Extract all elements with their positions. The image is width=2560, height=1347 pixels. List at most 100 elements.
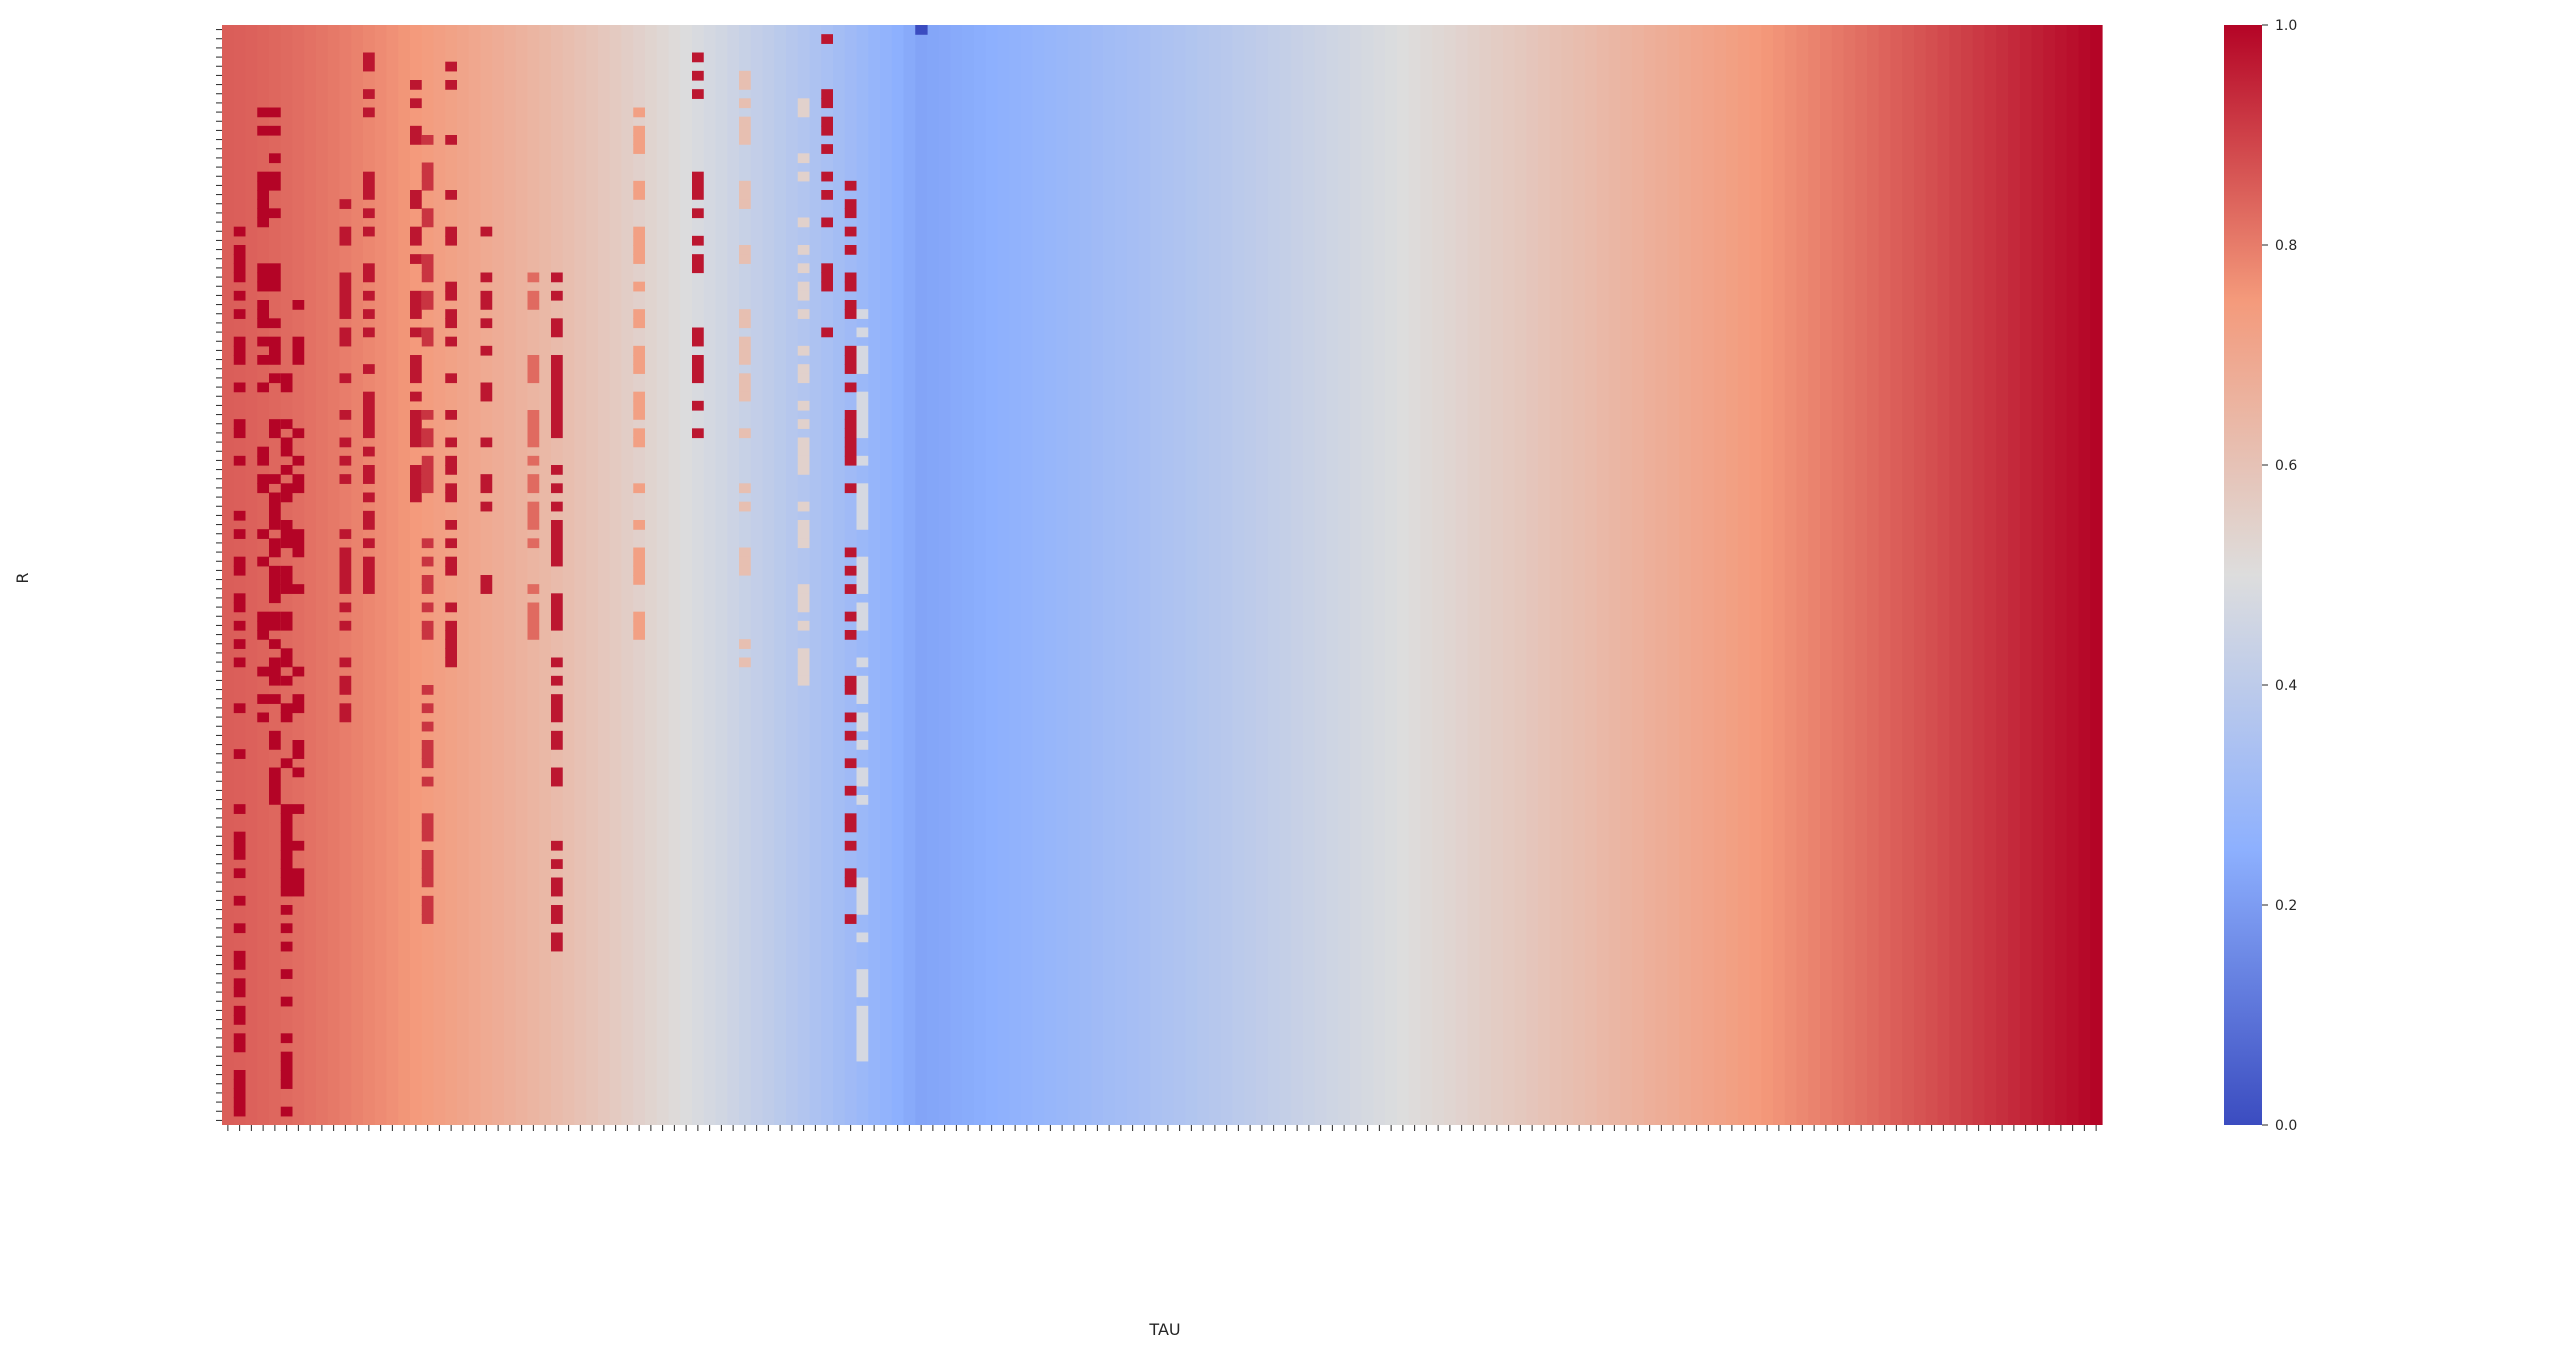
heatmap-cell: [363, 52, 376, 63]
heatmap-cell: [410, 235, 423, 246]
heatmap-cell: [856, 932, 869, 943]
heatmap-cell: [280, 1033, 294, 1044]
heatmap-cell: [280, 1051, 294, 1062]
heatmap-column: [1467, 25, 1480, 1125]
heatmap-cell: [633, 611, 646, 622]
heatmap-column: [1573, 25, 1586, 1125]
heatmap-column: [1056, 25, 1069, 1125]
heatmap-cell: [856, 410, 869, 420]
heatmap-cell: [280, 804, 294, 814]
heatmap-cell: [269, 336, 282, 347]
heatmap-column: [492, 25, 505, 1125]
y-axis-label: R: [13, 572, 32, 583]
heatmap-cell: [257, 382, 270, 393]
heatmap-cell: [339, 410, 352, 420]
heatmap-cell: [551, 620, 564, 631]
heatmap-cell: [233, 1015, 247, 1025]
heatmap-column: [1784, 25, 1798, 1125]
heatmap-cell: [551, 501, 564, 512]
heatmap-cell: [269, 281, 282, 292]
heatmap-cell: [633, 630, 646, 640]
heatmap-cell: [363, 510, 376, 521]
heatmap-cell: [739, 116, 752, 127]
heatmap-column: [1643, 25, 1657, 1125]
heatmap-cell: [339, 199, 352, 209]
heatmap-column: [504, 25, 517, 1125]
heatmap-column: [1032, 25, 1046, 1125]
colorbar-tick-label: 0.2: [2275, 898, 2297, 914]
heatmap-cell: [692, 208, 705, 219]
heatmap-cell: [844, 630, 858, 640]
heatmap-column: [2008, 25, 2021, 1125]
heatmap-cell: [269, 419, 282, 429]
heatmap-cell: [292, 840, 305, 851]
heatmap-cell: [527, 364, 540, 374]
heatmap-column: [1808, 25, 1821, 1125]
heatmap-cell: [739, 199, 752, 209]
heatmap-cell: [480, 584, 493, 594]
heatmap-cell: [856, 721, 869, 732]
heatmap-cell: [797, 171, 811, 182]
heatmap-cell: [280, 923, 294, 934]
heatmap-column: [1115, 25, 1128, 1125]
heatmap-cell: [551, 611, 564, 622]
heatmap-cell: [280, 611, 294, 622]
heatmap-cell: [257, 208, 270, 219]
heatmap-cell: [269, 153, 282, 164]
heatmap-column: [1737, 25, 1751, 1125]
heatmap-cell: [856, 364, 869, 374]
heatmap-cell: [856, 886, 869, 897]
heatmap-cell: [844, 840, 858, 851]
heatmap-cell: [233, 978, 247, 989]
heatmap-cell: [269, 584, 282, 594]
heatmap-cell: [856, 1051, 869, 1062]
heatmap-cell: [410, 327, 423, 338]
heatmap-cell: [844, 675, 858, 686]
heatmap-cell: [339, 437, 352, 448]
heatmap-cell: [280, 703, 294, 714]
heatmap-cell: [633, 226, 646, 237]
heatmap-cell: [339, 455, 352, 466]
heatmap-cell: [856, 1033, 869, 1044]
heatmap-column: [1232, 25, 1245, 1125]
heatmap-column: [1338, 25, 1351, 1125]
heatmap-cell: [233, 428, 247, 439]
heatmap-cell: [233, 382, 247, 393]
heatmap-column: [985, 25, 999, 1125]
heatmap-cell: [445, 226, 458, 237]
heatmap-cell: [280, 419, 294, 429]
colorbar-tick-label: 0.6: [2275, 458, 2297, 474]
heatmap-cell: [633, 428, 646, 439]
heatmap-column: [1291, 25, 1304, 1125]
heatmap-cell: [280, 996, 294, 1007]
heatmap-cell: [233, 254, 247, 264]
heatmap-cell: [527, 520, 540, 530]
heatmap-cell: [292, 804, 305, 814]
heatmap-cell: [739, 547, 752, 558]
heatmap-cell: [527, 474, 540, 484]
heatmap-cell: [856, 611, 869, 622]
heatmap-column: [938, 25, 952, 1125]
heatmap-cell: [363, 446, 376, 457]
heatmap-cell: [739, 355, 752, 365]
heatmap-cell: [280, 877, 294, 888]
heatmap-cell: [692, 400, 705, 411]
heatmap-column: [562, 25, 576, 1125]
heatmap-cell: [633, 125, 646, 136]
heatmap-cell: [844, 245, 858, 255]
heatmap-cell: [233, 1097, 247, 1108]
heatmap-cell: [633, 345, 646, 356]
heatmap-cell: [856, 1042, 869, 1053]
heatmap-cell: [856, 556, 869, 567]
heatmap-cell: [797, 520, 811, 530]
heatmap-cell: [856, 657, 869, 668]
heatmap-column: [598, 25, 611, 1125]
heatmap-column: [668, 25, 681, 1125]
heatmap-cell: [527, 419, 540, 429]
heatmap-column: [1561, 25, 1574, 1125]
heatmap-cell: [856, 978, 869, 989]
heatmap-column: [1209, 25, 1222, 1125]
heatmap-cell: [856, 327, 869, 338]
heatmap-cell: [445, 410, 458, 420]
